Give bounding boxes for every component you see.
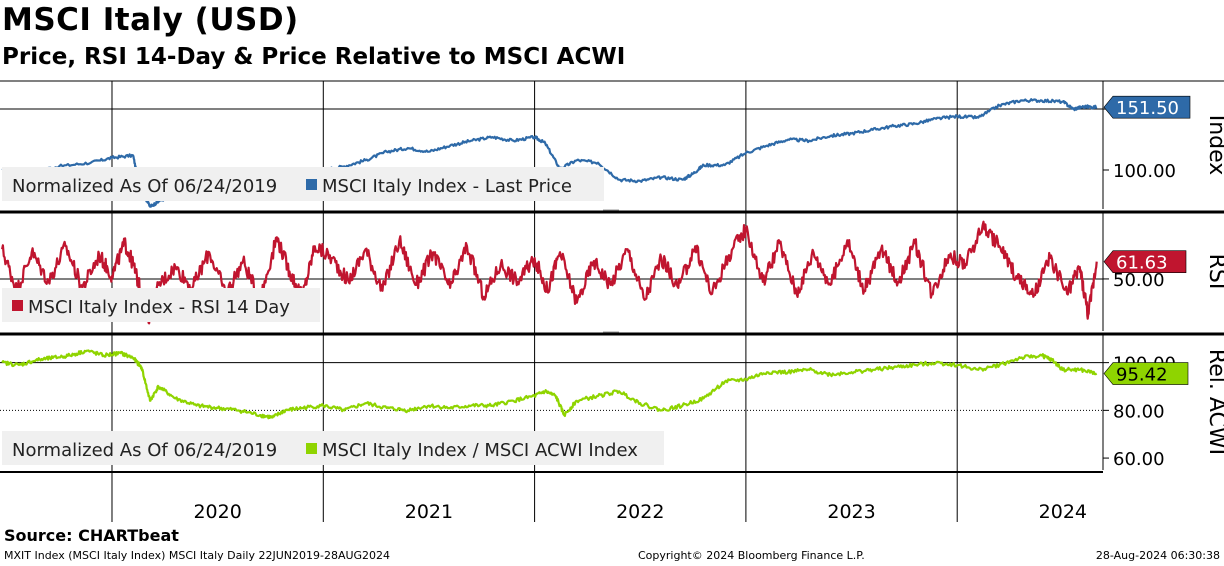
axis-title-relative: Rel. ACWI [1204, 349, 1224, 455]
y-tick-label-price-100: 100.00 [1113, 161, 1176, 182]
panel-price: 100.00 Index 151.50 Normalized As Of 06/24/… [0, 80, 1224, 209]
legend-label-price: MSCI Italy Index - Last Price [322, 176, 572, 197]
last-value-label-relative: 95.42 [1116, 365, 1168, 386]
y-tick-label-relative-80: 80.00 [1113, 401, 1165, 422]
axis-title-price: Index [1204, 115, 1224, 176]
panel-rsi: 50.00 RSI 61.63 MSCI Italy Index - RSI 14 D… [0, 210, 1224, 331]
last-value-tag-price [1103, 95, 1191, 119]
legend-swatch-price [306, 179, 317, 190]
chart-subtitle: Price, RSI 14-Day & Price Relative to MS… [2, 44, 626, 70]
x-tick-label-2023: 2023 [827, 501, 875, 523]
legend-swatch-relative [306, 443, 317, 454]
footer-copyright: Copyright© 2024 Bloomberg Finance L.P. [638, 549, 865, 562]
last-value-tag-relative [1103, 362, 1189, 385]
last-value-tag-rsi [1103, 250, 1187, 273]
chart-canvas: 100.00 Index 151.50 Normalized As Of 06/24/… [0, 80, 1224, 523]
legend-box-rsi [2, 288, 320, 322]
legend-box-relative [2, 431, 664, 465]
last-value-label-rsi: 61.63 [1116, 253, 1168, 274]
footer-ticker-info: MXIT Index (MSCI Italy Index) MSCI Italy… [4, 549, 391, 562]
legend-label-relative: MSCI Italy Index / MSCI ACWI Index [322, 440, 638, 461]
legend-swatch-rsi [12, 300, 23, 311]
source-label: Source: CHARTbeat [4, 526, 179, 545]
chart-title: MSCI Italy (USD) [2, 2, 299, 38]
legend-box-price [2, 167, 604, 201]
last-value-label-price: 151.50 [1116, 98, 1179, 119]
x-tick-label-2024: 2024 [1039, 501, 1087, 523]
y-tick-label-rsi-50: 50.00 [1113, 270, 1165, 291]
y-tick-label-relative-60: 60.00 [1113, 449, 1165, 470]
x-tick-label-2022: 2022 [616, 501, 664, 523]
legend-label-rsi: MSCI Italy Index - RSI 14 Day [28, 297, 290, 318]
legend-note-price: Normalized As Of 06/24/2019 [12, 176, 277, 197]
axis-title-rsi: RSI [1204, 254, 1224, 290]
legend-note-relative: Normalized As Of 06/24/2019 [12, 440, 277, 461]
x-tick-label-2021: 2021 [405, 501, 453, 523]
footer-timestamp: 28-Aug-2024 06:30:38 [1095, 549, 1220, 562]
x-tick-label-2020: 2020 [193, 501, 241, 523]
series-line-relative [1, 349, 1098, 420]
